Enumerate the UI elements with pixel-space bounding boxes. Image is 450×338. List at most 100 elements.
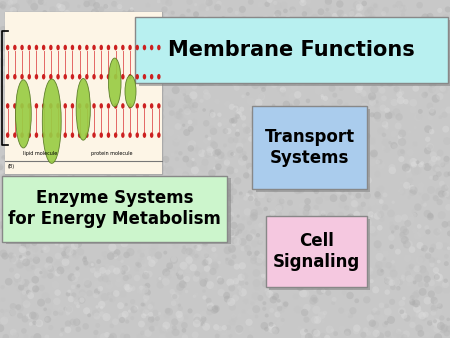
Point — [351, 248, 359, 254]
Point — [106, 66, 113, 71]
Point — [240, 216, 247, 221]
Point — [30, 27, 37, 32]
Point — [101, 310, 108, 316]
Point — [32, 98, 40, 104]
Point — [219, 183, 226, 188]
Point — [296, 165, 303, 170]
Point — [44, 82, 51, 88]
Point — [369, 160, 376, 165]
Point — [418, 231, 425, 236]
Point — [292, 78, 299, 83]
Point — [360, 201, 367, 207]
Point — [29, 153, 36, 159]
Point — [365, 178, 372, 183]
Point — [17, 263, 24, 268]
Point — [351, 201, 358, 206]
Point — [54, 290, 61, 295]
Point — [65, 307, 72, 312]
Point — [286, 200, 293, 206]
Point — [76, 101, 83, 106]
Point — [57, 268, 64, 273]
Point — [163, 238, 170, 243]
Point — [281, 58, 288, 64]
Point — [49, 139, 56, 144]
Point — [27, 257, 35, 263]
Point — [0, 318, 8, 323]
Point — [332, 178, 339, 184]
Point — [1, 80, 9, 86]
Ellipse shape — [99, 45, 103, 50]
Point — [310, 113, 317, 119]
Point — [173, 193, 180, 198]
Point — [231, 81, 239, 87]
Point — [238, 69, 245, 74]
Point — [194, 32, 201, 38]
Point — [78, 232, 86, 238]
Point — [91, 123, 98, 128]
Ellipse shape — [135, 132, 139, 138]
Ellipse shape — [35, 103, 38, 109]
Point — [245, 320, 252, 325]
Point — [405, 241, 413, 247]
Point — [320, 210, 327, 216]
Point — [17, 62, 24, 68]
Point — [237, 191, 244, 196]
Point — [49, 7, 56, 13]
Point — [215, 198, 222, 203]
Point — [344, 187, 351, 193]
Point — [44, 221, 51, 226]
Point — [334, 265, 342, 271]
Point — [86, 156, 94, 161]
Point — [154, 67, 162, 72]
Point — [18, 99, 25, 104]
Point — [319, 93, 326, 98]
Point — [269, 215, 276, 220]
Point — [349, 308, 356, 313]
Point — [378, 315, 385, 321]
Point — [48, 265, 55, 271]
Point — [139, 302, 146, 307]
Point — [294, 75, 301, 81]
Point — [201, 177, 208, 183]
Point — [230, 254, 238, 260]
Point — [249, 252, 256, 258]
Point — [343, 332, 351, 337]
Point — [414, 168, 421, 174]
Point — [414, 160, 421, 165]
Point — [150, 148, 158, 153]
Point — [220, 220, 227, 225]
Point — [128, 187, 135, 193]
Point — [56, 83, 63, 88]
Point — [107, 155, 114, 161]
Point — [152, 70, 159, 76]
Point — [233, 199, 240, 205]
Point — [148, 26, 155, 31]
Point — [348, 179, 356, 185]
Point — [26, 69, 33, 74]
Point — [85, 38, 92, 44]
Point — [310, 148, 318, 153]
Point — [33, 198, 40, 204]
Point — [87, 118, 94, 123]
Point — [79, 144, 86, 149]
Point — [188, 42, 195, 48]
Point — [396, 114, 403, 120]
Point — [37, 226, 44, 231]
Point — [68, 172, 76, 178]
Point — [386, 81, 393, 87]
Point — [275, 298, 283, 304]
Ellipse shape — [107, 132, 110, 138]
Point — [443, 330, 450, 336]
Point — [415, 45, 423, 50]
Point — [205, 321, 212, 327]
Point — [404, 223, 411, 228]
Point — [104, 227, 112, 232]
Point — [336, 99, 343, 105]
Point — [269, 250, 276, 255]
Point — [164, 273, 171, 278]
Point — [346, 56, 354, 61]
Point — [338, 326, 346, 331]
Point — [388, 165, 396, 170]
Point — [445, 69, 450, 74]
Point — [214, 155, 221, 160]
